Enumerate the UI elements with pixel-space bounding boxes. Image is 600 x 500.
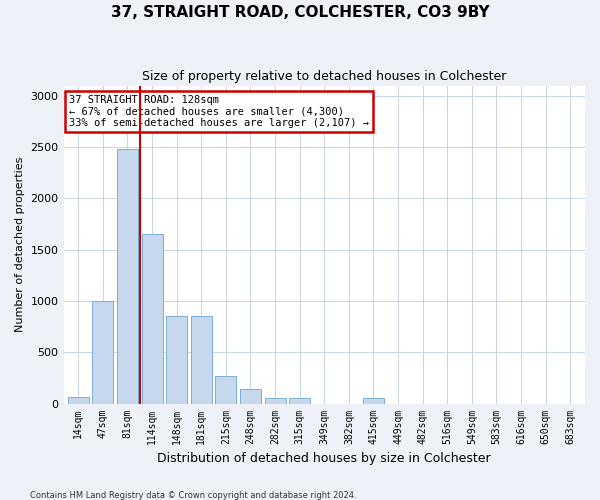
Bar	[68, 398, 89, 404]
Text: 37 STRAIGHT ROAD: 128sqm
← 67% of detached houses are smaller (4,300)
33% of sem: 37 STRAIGHT ROAD: 128sqm ← 67% of detach…	[69, 95, 369, 128]
Bar	[166, 316, 187, 404]
Text: Contains HM Land Registry data © Crown copyright and database right 2024.: Contains HM Land Registry data © Crown c…	[30, 490, 356, 500]
Bar	[363, 398, 384, 404]
Bar	[215, 376, 236, 404]
Bar	[142, 234, 163, 404]
Bar	[191, 316, 212, 404]
Bar	[289, 398, 310, 404]
Bar	[240, 389, 261, 404]
Text: 37, STRAIGHT ROAD, COLCHESTER, CO3 9BY: 37, STRAIGHT ROAD, COLCHESTER, CO3 9BY	[110, 5, 490, 20]
Bar	[265, 398, 286, 404]
Bar	[117, 149, 138, 404]
Bar	[92, 301, 113, 404]
X-axis label: Distribution of detached houses by size in Colchester: Distribution of detached houses by size …	[157, 452, 491, 465]
Title: Size of property relative to detached houses in Colchester: Size of property relative to detached ho…	[142, 70, 506, 83]
Y-axis label: Number of detached properties: Number of detached properties	[15, 157, 25, 332]
